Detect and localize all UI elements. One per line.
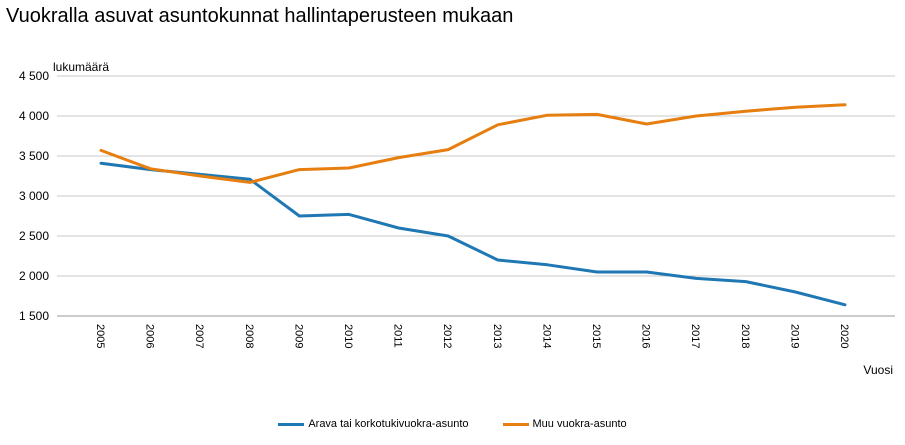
y-tick-label: 3 000 xyxy=(19,189,49,203)
legend-item-arava: Arava tai korkotukivuokra-asunto xyxy=(278,418,469,430)
y-tick-label: 4 500 xyxy=(19,69,49,83)
x-tick-label: 2008 xyxy=(243,324,255,348)
x-tick-label: 2006 xyxy=(144,324,156,348)
y-tick-label: 1 500 xyxy=(19,309,49,323)
x-tick-label: 2012 xyxy=(441,324,453,348)
y-axis-label: lukumäärä xyxy=(53,60,110,74)
series-line-arava xyxy=(99,161,847,307)
x-tick-label: 2007 xyxy=(193,324,205,348)
x-tick-label: 2016 xyxy=(640,324,652,348)
x-tick-label: 2005 xyxy=(94,324,106,348)
legend-swatch xyxy=(502,422,529,426)
x-tick-label: 2011 xyxy=(392,324,404,348)
chart-title: Vuokralla asuvat asuntokunnat hallintape… xyxy=(6,5,514,27)
x-tick-label: 2020 xyxy=(838,324,850,348)
x-tick-label: 2017 xyxy=(689,324,701,348)
y-tick-label: 3 500 xyxy=(19,149,49,163)
x-axis-label: Vuosi xyxy=(863,363,893,377)
legend-label: Arava tai korkotukivuokra-asunto xyxy=(308,418,469,430)
y-tick-label: 2 000 xyxy=(19,269,49,283)
legend-item-muu: Muu vuokra-asunto xyxy=(502,418,627,430)
x-tick-label: 2009 xyxy=(292,324,304,348)
y-tick-label: 4 000 xyxy=(19,109,49,123)
x-tick-label: 2014 xyxy=(540,324,552,348)
legend-label: Muu vuokra-asunto xyxy=(532,418,627,430)
legend-swatch xyxy=(278,422,305,426)
x-tick-label: 2013 xyxy=(491,324,503,348)
x-tick-label: 2019 xyxy=(788,324,800,348)
x-tick-label: 2015 xyxy=(590,324,602,348)
x-tick-label: 2018 xyxy=(739,324,751,348)
x-tick-label: 2010 xyxy=(342,324,354,348)
legend: Arava tai korkotukivuokra-asunto Muu vuo… xyxy=(0,418,905,430)
series-line-muu xyxy=(99,103,847,184)
y-tick-label: 2 500 xyxy=(19,229,49,243)
